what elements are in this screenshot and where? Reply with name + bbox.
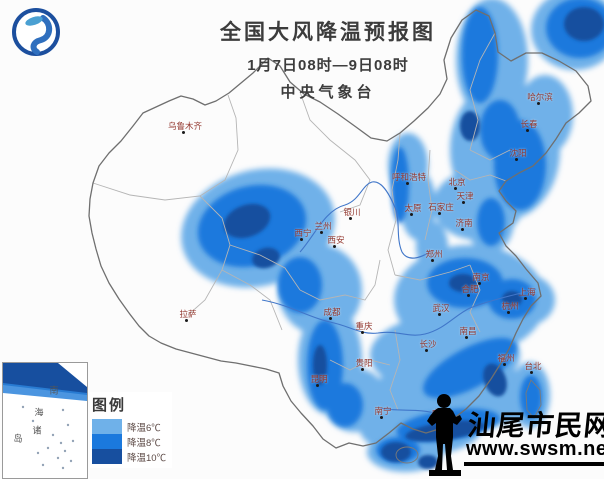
city-dot (438, 313, 441, 316)
city-label: 呼和浩特 (391, 171, 427, 182)
site-watermark: 汕尾市民网 www.swsm.net (424, 392, 604, 478)
legend-label: 降温10℃ (127, 452, 167, 464)
map-header: 全国大风降温预报图 1月7日08时—9日08时 中央气象台 (178, 16, 478, 102)
legend-item: 降温10℃ (92, 449, 166, 464)
city-label: 重庆 (355, 320, 373, 331)
city-dot (361, 368, 364, 371)
city-label: 西宁 (294, 227, 312, 238)
city-label: 郑州 (425, 248, 443, 259)
city-label: 兰州 (314, 220, 332, 231)
city-dot (526, 129, 529, 132)
city-dot (410, 213, 413, 216)
city-dot (185, 319, 188, 322)
city-label: 成都 (323, 306, 341, 317)
legend-swatch (92, 434, 122, 449)
city-dot (349, 217, 352, 220)
city-label: 杭州 (501, 300, 519, 311)
taiwan-island (525, 379, 542, 419)
city-label: 长春 (520, 118, 538, 129)
city-dot (380, 416, 383, 419)
city-label: 哈尔滨 (527, 91, 553, 102)
south-china-sea-inset: 南海诸岛 (2, 362, 88, 479)
city-label: 西安 (327, 234, 345, 245)
city-label: 乌鲁木齐 (167, 120, 203, 131)
city-label: 贵阳 (355, 357, 373, 368)
city-dot (524, 297, 527, 300)
legend-label: 降温8℃ (127, 437, 161, 449)
city-dot (467, 294, 470, 297)
city-dot (438, 212, 441, 215)
city-label: 昆明 (310, 373, 328, 384)
inset-char: 诸 (32, 425, 42, 436)
china-outline (88, 9, 592, 449)
legend-title: 图例 (92, 397, 127, 414)
city-dot (537, 102, 540, 105)
city-dot (333, 245, 336, 248)
hainan-island (395, 446, 419, 464)
city-label: 济南 (455, 217, 473, 228)
legend-label: 降温6℃ (127, 422, 161, 434)
city-label: 武汉 (432, 302, 450, 313)
city-dot (507, 311, 510, 314)
city-dot (329, 317, 332, 320)
city-dot (462, 201, 465, 204)
map-legend: 图例 降温6℃ 降温8℃ 降温10℃ (90, 392, 173, 468)
city-label: 南京 (472, 271, 490, 282)
province-borders (92, 32, 511, 411)
city-dot (182, 131, 185, 134)
legend-item: 降温8℃ (92, 434, 166, 449)
city-label: 石家庄 (428, 201, 454, 212)
city-dot (361, 331, 364, 334)
inset-graphics (3, 363, 87, 470)
city-dot (454, 187, 457, 190)
city-label: 天津 (456, 190, 474, 201)
city-label: 南昌 (459, 325, 477, 336)
city-dot (300, 238, 303, 241)
page-title: 全国大风降温预报图 (220, 20, 436, 44)
cma-logo-icon (12, 8, 60, 56)
city-label: 福州 (497, 352, 515, 363)
city-label: 南宁 (374, 405, 392, 416)
inset-char: 南 (49, 385, 59, 396)
city-dot (406, 182, 409, 185)
site-url: www.swsm.net (464, 438, 604, 466)
date-range: 1月7日08时—9日08时 (247, 57, 409, 74)
inset-char: 海 (34, 407, 44, 418)
city-label: 长沙 (419, 338, 437, 349)
city-label: 北京 (448, 176, 466, 187)
city-label: 合肥 (461, 283, 479, 294)
city-label: 银川 (343, 206, 361, 217)
city-label: 台北 (524, 360, 542, 371)
agency-name: 中央气象台 (280, 84, 376, 101)
legend-swatch (92, 449, 122, 464)
cma-logo (10, 6, 62, 58)
city-dot (530, 371, 533, 374)
city-dot (465, 336, 468, 339)
inset-char: 岛 (13, 433, 23, 444)
city-dot (431, 259, 434, 262)
city-dot (461, 228, 464, 231)
city-dot (503, 363, 506, 366)
man-silhouette-icon (427, 394, 462, 476)
city-dot (316, 384, 319, 387)
city-dot (320, 231, 323, 234)
city-label: 上海 (518, 286, 536, 297)
city-dot (515, 158, 518, 161)
city-label: 拉萨 (179, 308, 197, 319)
legend-item: 降温6℃ (92, 419, 166, 434)
legend-swatch (92, 419, 122, 434)
city-label: 太原 (404, 202, 422, 213)
legend-items: 降温6℃ 降温8℃ 降温10℃ (92, 419, 166, 464)
city-label: 沈阳 (509, 147, 527, 158)
city-dot (478, 282, 481, 285)
city-dot (425, 349, 428, 352)
